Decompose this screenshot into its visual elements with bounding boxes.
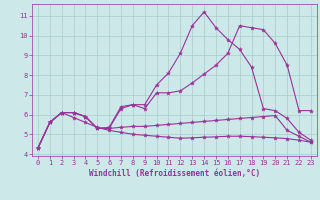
- X-axis label: Windchill (Refroidissement éolien,°C): Windchill (Refroidissement éolien,°C): [89, 169, 260, 178]
